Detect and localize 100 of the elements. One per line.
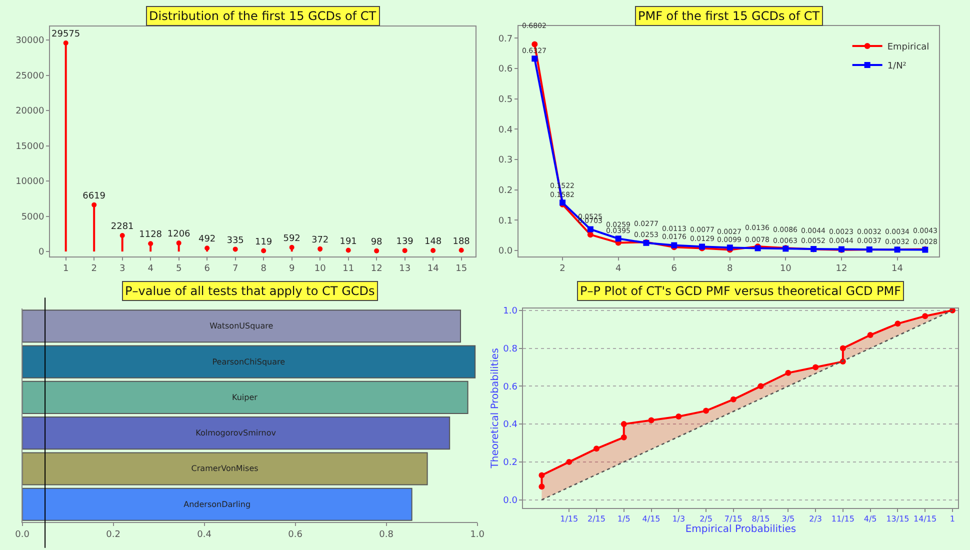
data-label: 2281 <box>110 222 134 232</box>
x-tick-label: 7/15 <box>724 514 742 524</box>
y-tick-label: 15000 <box>16 142 44 152</box>
point <box>703 408 710 414</box>
x-tick-label: 1.0 <box>470 530 485 540</box>
data-label: 191 <box>340 236 357 247</box>
y-tick-label: 1.0 <box>503 306 518 317</box>
y-tick-label: PearsonChiSquare <box>212 357 286 366</box>
y-tick-label: WatsonUSquare <box>210 322 274 331</box>
x-tick-label: 7 <box>232 264 238 274</box>
data-label: 1206 <box>167 230 191 240</box>
legend-label: 1/N² <box>887 62 907 72</box>
y-tick-label: 30000 <box>16 36 44 46</box>
x-tick-label: 1/5 <box>617 514 630 524</box>
y-tick-label: KolmogorovSmirnov <box>196 428 276 438</box>
data-label: 188 <box>452 236 470 247</box>
x-tick-label: 12 <box>370 264 382 274</box>
point <box>92 202 97 208</box>
y-tick-label: 0.5 <box>498 95 513 106</box>
chart-title: P–P Plot of CT's GCD PMF versus theoretical GCD PMF <box>580 284 902 298</box>
x-tick-label: 14/15 <box>914 514 937 524</box>
point <box>587 226 594 232</box>
bar <box>22 310 462 343</box>
y-tick-label: 0.6 <box>503 382 518 392</box>
y-tick-label: CramerVonMises <box>191 464 258 474</box>
bar <box>22 380 468 414</box>
data-label: 1128 <box>139 230 162 240</box>
point <box>615 236 622 242</box>
x-tick-label: 15 <box>456 264 468 274</box>
x-tick-label: 4 <box>615 264 622 274</box>
point <box>587 232 594 238</box>
y-tick-label: 0.7 <box>498 34 513 44</box>
x-tick-label: 14 <box>427 264 440 274</box>
x-axis-title: Empirical Probabilities <box>685 524 796 536</box>
x-tick-label: 1 <box>62 264 69 274</box>
y-tick-label: 0.0 <box>498 246 513 257</box>
x-tick-label: 3 <box>119 264 126 274</box>
x-tick-label: 2/3 <box>809 514 822 524</box>
y-tick-label: 20000 <box>16 106 44 117</box>
point <box>176 240 182 246</box>
x-tick-label: 12 <box>836 264 848 274</box>
x-tick-label: 10 <box>314 264 326 274</box>
y-tick-label: 0 <box>38 248 44 258</box>
bar <box>22 488 412 521</box>
point <box>620 434 627 440</box>
x-tick-label: 8/15 <box>752 514 770 524</box>
x-tick-label: 8 <box>727 264 734 274</box>
point <box>63 40 68 46</box>
x-tick-label: 4/5 <box>864 514 877 524</box>
point <box>785 370 792 376</box>
x-tick-label: 6 <box>204 264 210 274</box>
x-tick-label: 1/3 <box>672 514 686 524</box>
point <box>566 458 572 465</box>
y-tick-label: 0.8 <box>503 344 518 354</box>
data-label: 372 <box>311 236 329 246</box>
x-tick-label: 3/5 <box>782 514 795 524</box>
point <box>148 241 154 246</box>
y-tick-label: 0.6 <box>498 64 513 75</box>
point <box>593 446 600 452</box>
y-tick-label: 0.4 <box>498 125 513 136</box>
point <box>532 56 538 62</box>
chart-title: Distribution of the first 15 GCDs of CT <box>149 9 377 23</box>
point <box>758 383 764 390</box>
y-tick-label: 0.1 <box>498 216 513 226</box>
y-tick-label: 0.2 <box>498 186 513 196</box>
data-label: 139 <box>396 237 414 248</box>
chart-title: PMF of the first 15 GCDs of CT <box>638 9 820 23</box>
x-tick-label: 0.2 <box>106 530 120 540</box>
data-label: 6619 <box>82 192 106 202</box>
point <box>894 320 901 327</box>
x-tick-label: 11/15 <box>831 514 854 524</box>
x-tick-label: 1 <box>950 514 956 524</box>
data-label: 492 <box>198 234 216 245</box>
x-tick-label: 14 <box>892 264 904 274</box>
point <box>620 421 627 428</box>
bar <box>22 345 476 378</box>
y-tick-label: 0.3 <box>498 156 513 166</box>
point <box>840 345 846 352</box>
point <box>532 41 538 48</box>
y-tick-label: Kuiper <box>232 392 258 402</box>
x-tick-label: 11 <box>342 264 354 274</box>
point <box>676 413 682 420</box>
point <box>538 484 545 490</box>
data-label: 335 <box>226 236 244 246</box>
point <box>922 313 928 320</box>
x-tick-label: 2/5 <box>700 514 712 524</box>
bar <box>22 416 450 450</box>
x-tick-label: 0.8 <box>379 530 394 540</box>
x-tick-label: 9 <box>288 264 295 274</box>
x-tick-label: 2 <box>560 264 566 274</box>
point <box>289 244 294 250</box>
y-tick-label: AndersonDarling <box>184 500 251 509</box>
chart-title: P–value of all tests that apply to CT GCDs <box>125 284 375 298</box>
x-tick-label: 4 <box>148 264 154 274</box>
y-tick-label: 10000 <box>16 177 44 188</box>
y-tick-label: 5000 <box>21 212 44 222</box>
x-tick-label: 10 <box>780 264 792 274</box>
x-tick-label: 8 <box>260 264 267 274</box>
x-tick-label: 0.6 <box>288 530 303 540</box>
bar <box>22 452 428 486</box>
